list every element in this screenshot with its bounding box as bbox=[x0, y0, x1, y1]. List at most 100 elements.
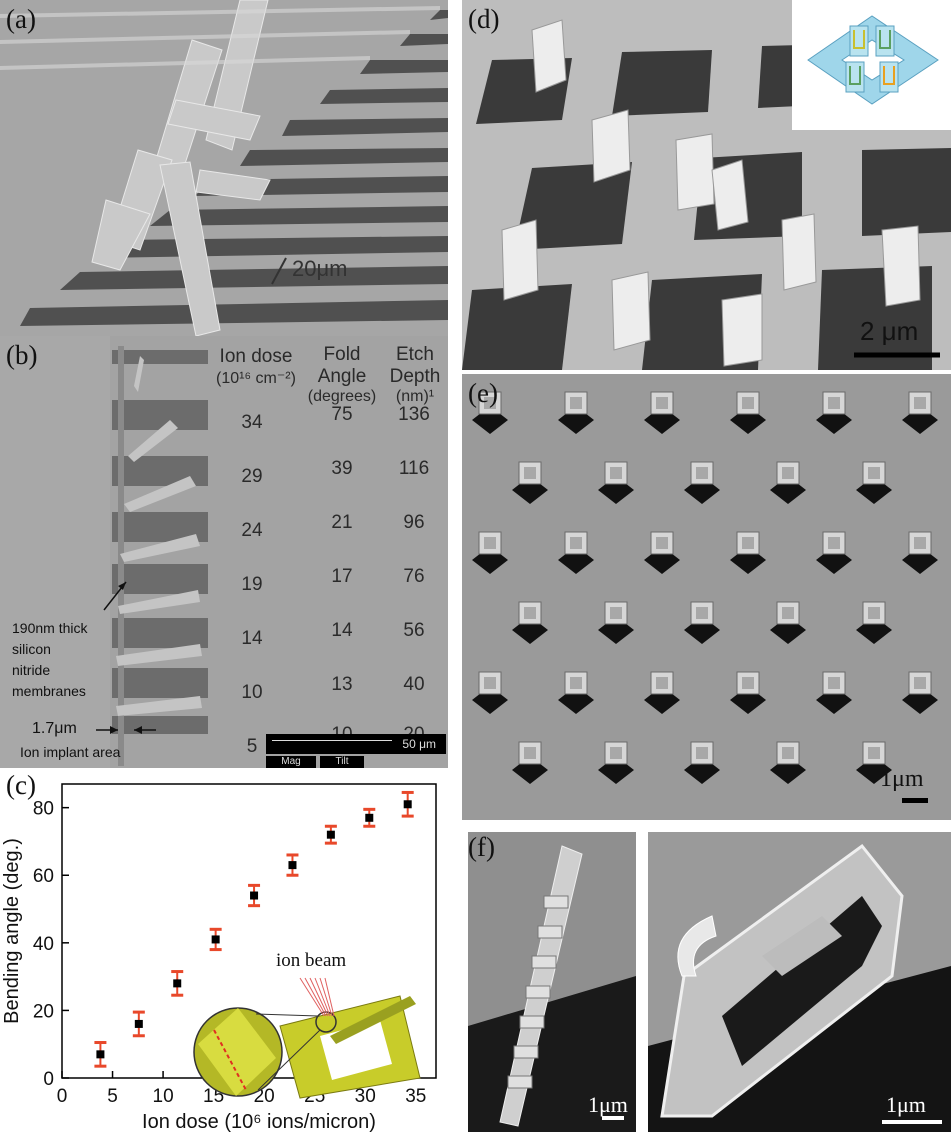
data-point bbox=[211, 935, 220, 944]
cube-window bbox=[868, 607, 880, 619]
cube-window bbox=[742, 537, 754, 549]
inset-diagram bbox=[807, 15, 939, 105]
cube-window bbox=[570, 537, 582, 549]
etch-header: Etch Depth (nm)¹ bbox=[382, 344, 448, 406]
cube-window bbox=[782, 607, 794, 619]
panel-f-scale-right: 1μm bbox=[886, 1092, 926, 1117]
angle-cell: 17 bbox=[331, 566, 353, 587]
width-label: 1.7μm bbox=[32, 720, 77, 737]
cube-window bbox=[868, 467, 880, 479]
cube-window bbox=[524, 607, 536, 619]
ion-beam-label: ion beam bbox=[276, 950, 347, 971]
fold-header-line1: Fold bbox=[323, 344, 361, 365]
angle-cell: 75 bbox=[331, 404, 353, 425]
x-tick-label: 10 bbox=[153, 1086, 174, 1107]
y-tick-label: 60 bbox=[33, 866, 54, 887]
panel-e: (e) 1μm bbox=[462, 374, 951, 820]
panel-b-label: (b) bbox=[6, 340, 38, 370]
cube-window bbox=[828, 537, 840, 549]
scale-bar-line bbox=[272, 740, 392, 741]
mag-label: Mag bbox=[281, 756, 301, 767]
cube-window bbox=[868, 747, 880, 759]
cube-window bbox=[742, 677, 754, 689]
y-tick-label: 20 bbox=[33, 1001, 54, 1022]
cube-window bbox=[656, 677, 668, 689]
depth-cell: 116 bbox=[398, 458, 430, 479]
panel-c: 0 5 10 15 20 25 30 35 0 20 40 60 80 Ion dose (10⁶ ion… bbox=[0, 768, 448, 1132]
x-tick-label: 0 bbox=[57, 1086, 68, 1107]
angle-column: 75 39 21 17 14 13 10 bbox=[312, 404, 372, 754]
membrane-label-line1: 190nm thick bbox=[12, 620, 88, 636]
cube-window bbox=[696, 747, 708, 759]
etch-header-line3: (nm)¹ bbox=[395, 388, 435, 405]
depth-cell: 56 bbox=[403, 620, 425, 641]
x-tick-label: 30 bbox=[355, 1086, 376, 1107]
ion-beam-ray bbox=[319, 977, 333, 1017]
dose-cell: 5 bbox=[246, 736, 258, 757]
data-point bbox=[365, 813, 374, 822]
depth-cell: 96 bbox=[403, 512, 425, 533]
fold-header: Fold Angle (degrees) bbox=[304, 344, 380, 406]
inset-zoom-membrane bbox=[198, 1008, 276, 1096]
ion-beam-ray bbox=[314, 977, 331, 1017]
y-tick-label: 80 bbox=[33, 799, 54, 820]
data-point bbox=[403, 800, 412, 809]
cube-window bbox=[782, 747, 794, 759]
angle-cell: 39 bbox=[331, 458, 353, 479]
dose-cell: 10 bbox=[241, 682, 263, 703]
inset-connector bbox=[255, 1013, 319, 1017]
dose-header-line2: (10¹⁶ cm⁻²) bbox=[216, 370, 296, 387]
etch-header-line2: Depth bbox=[389, 366, 441, 387]
cube-window bbox=[610, 467, 622, 479]
panel-a-sem-image bbox=[0, 0, 448, 336]
panel-f-scale-left: 1μm bbox=[588, 1092, 628, 1117]
panel-b-scale-label: 50 μm bbox=[402, 737, 436, 751]
etch-header-line1: Etch bbox=[395, 344, 435, 365]
panel-d-label: (d) bbox=[468, 4, 500, 34]
cube-window bbox=[570, 397, 582, 409]
fold-header-line2: Angle bbox=[317, 366, 367, 387]
cube-window bbox=[914, 677, 926, 689]
cube-window bbox=[524, 467, 536, 479]
cube-window bbox=[610, 607, 622, 619]
panel-f: (f) 1μm 1μm bbox=[462, 826, 951, 1132]
panel-e-sem-image bbox=[462, 374, 951, 820]
ion-beam-ray bbox=[309, 977, 329, 1017]
membrane-label-line3: nitride bbox=[12, 662, 51, 678]
data-point bbox=[288, 861, 297, 870]
cube-window bbox=[610, 747, 622, 759]
angle-cell: 21 bbox=[331, 512, 353, 533]
cube-window bbox=[570, 677, 582, 689]
panel-d: (d) 2 μm bbox=[462, 0, 951, 370]
dose-cell: 14 bbox=[241, 628, 263, 649]
panel-e-label: (e) bbox=[468, 378, 498, 408]
cube-window bbox=[914, 537, 926, 549]
data-point bbox=[326, 830, 335, 839]
panel-f-sem-image bbox=[468, 832, 951, 1132]
panel-b: (b) Ion dose (10¹⁶ cm⁻²) Fold Angle (deg… bbox=[0, 336, 448, 768]
cube-window bbox=[484, 677, 496, 689]
membrane-label-line4: membranes bbox=[12, 683, 86, 699]
x-tick-label: 35 bbox=[405, 1086, 426, 1107]
panel-d-scale-label: 2 μm bbox=[860, 316, 919, 346]
implant-label: Ion implant area bbox=[20, 744, 121, 760]
membrane-label-line2: silicon bbox=[12, 641, 51, 657]
cube-window bbox=[914, 397, 926, 409]
y-tick-label: 40 bbox=[33, 934, 54, 955]
tilt-label: Tilt bbox=[335, 756, 349, 767]
cube-window bbox=[828, 397, 840, 409]
panel-a-label: (a) bbox=[6, 4, 36, 34]
ion-beam-ray bbox=[324, 977, 335, 1017]
angle-cell: 13 bbox=[331, 674, 353, 695]
panel-d-sem-image bbox=[462, 0, 951, 370]
ion-beam-ray bbox=[304, 977, 327, 1017]
depth-cell: 76 bbox=[403, 566, 425, 587]
inset-flap bbox=[330, 996, 416, 1044]
data-point bbox=[96, 1050, 105, 1059]
data-point bbox=[250, 891, 259, 900]
scale-bar-box: 50 μm bbox=[266, 734, 446, 754]
cube-window bbox=[696, 607, 708, 619]
dose-cell: 19 bbox=[241, 574, 263, 595]
mag-box: Mag bbox=[266, 756, 316, 768]
cube-window bbox=[696, 467, 708, 479]
